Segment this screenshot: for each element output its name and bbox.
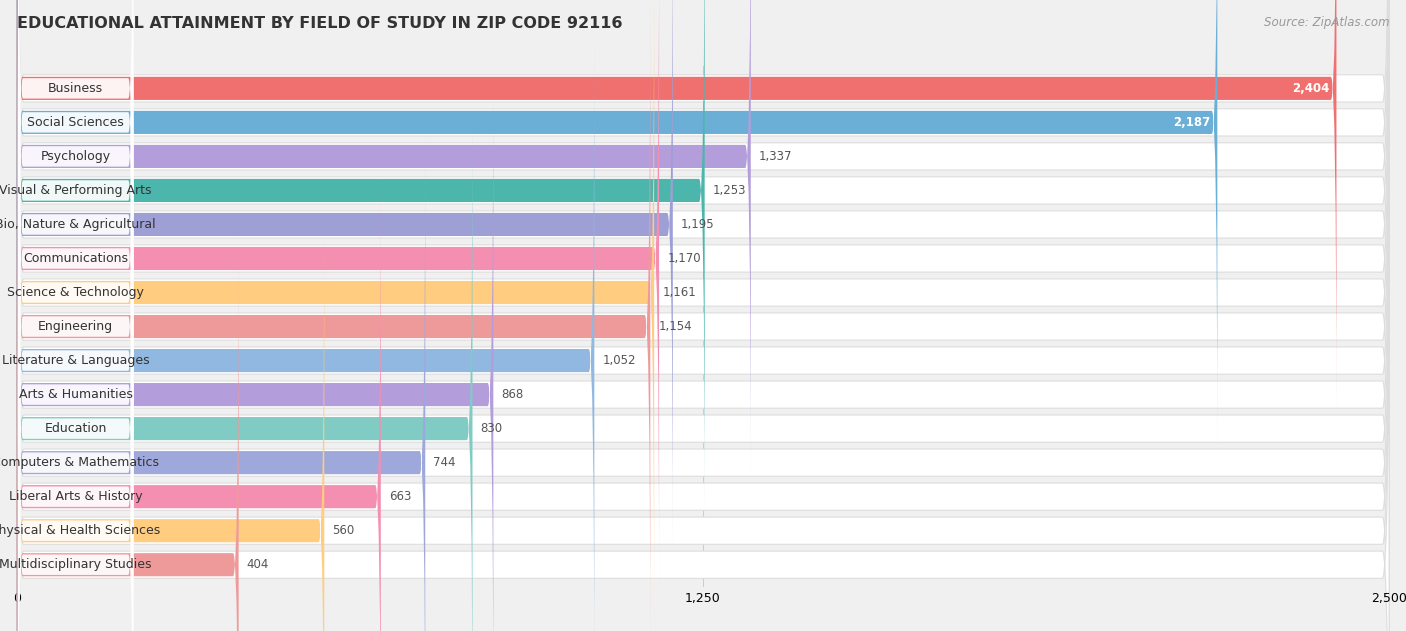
FancyBboxPatch shape (17, 0, 1389, 631)
FancyBboxPatch shape (17, 0, 751, 485)
FancyBboxPatch shape (17, 100, 472, 631)
FancyBboxPatch shape (17, 0, 1389, 551)
FancyBboxPatch shape (17, 0, 1389, 631)
FancyBboxPatch shape (17, 68, 1389, 631)
Text: 868: 868 (502, 388, 524, 401)
Text: 1,154: 1,154 (658, 320, 692, 333)
Text: Social Sciences: Social Sciences (27, 116, 124, 129)
Text: Education: Education (45, 422, 107, 435)
Text: EDUCATIONAL ATTAINMENT BY FIELD OF STUDY IN ZIP CODE 92116: EDUCATIONAL ATTAINMENT BY FIELD OF STUDY… (17, 16, 623, 31)
Text: 560: 560 (332, 524, 354, 537)
FancyBboxPatch shape (18, 64, 134, 631)
FancyBboxPatch shape (17, 0, 1389, 517)
FancyBboxPatch shape (18, 0, 134, 521)
FancyBboxPatch shape (17, 0, 1389, 585)
Text: Engineering: Engineering (38, 320, 112, 333)
Text: Literature & Languages: Literature & Languages (1, 354, 149, 367)
FancyBboxPatch shape (18, 98, 134, 631)
Text: Visual & Performing Arts: Visual & Performing Arts (0, 184, 152, 197)
FancyBboxPatch shape (18, 0, 134, 589)
FancyBboxPatch shape (17, 32, 595, 631)
Text: 404: 404 (247, 558, 269, 571)
Text: Liberal Arts & History: Liberal Arts & History (8, 490, 142, 503)
Text: Computers & Mathematics: Computers & Mathematics (0, 456, 159, 469)
Text: Communications: Communications (22, 252, 128, 265)
FancyBboxPatch shape (17, 66, 494, 631)
FancyBboxPatch shape (17, 0, 673, 553)
FancyBboxPatch shape (17, 0, 704, 519)
Text: 744: 744 (433, 456, 456, 469)
Text: Bio, Nature & Agricultural: Bio, Nature & Agricultural (0, 218, 156, 231)
FancyBboxPatch shape (18, 30, 134, 623)
Text: Arts & Humanities: Arts & Humanities (18, 388, 132, 401)
FancyBboxPatch shape (18, 269, 134, 631)
Text: 1,337: 1,337 (759, 150, 793, 163)
FancyBboxPatch shape (17, 0, 1389, 631)
FancyBboxPatch shape (18, 0, 134, 384)
FancyBboxPatch shape (18, 201, 134, 631)
FancyBboxPatch shape (17, 202, 325, 631)
Text: 2,404: 2,404 (1292, 82, 1330, 95)
FancyBboxPatch shape (18, 0, 134, 418)
FancyBboxPatch shape (17, 34, 1389, 631)
Text: 663: 663 (389, 490, 412, 503)
FancyBboxPatch shape (18, 167, 134, 631)
FancyBboxPatch shape (17, 170, 1389, 631)
FancyBboxPatch shape (18, 235, 134, 631)
FancyBboxPatch shape (17, 0, 1218, 451)
Text: Multidisciplinary Studies: Multidisciplinary Studies (0, 558, 152, 571)
FancyBboxPatch shape (17, 136, 1389, 631)
FancyBboxPatch shape (17, 0, 1389, 631)
FancyBboxPatch shape (17, 0, 651, 631)
FancyBboxPatch shape (17, 0, 1389, 631)
Text: Science & Technology: Science & Technology (7, 286, 143, 299)
Text: 830: 830 (481, 422, 503, 435)
Text: 1,170: 1,170 (668, 252, 702, 265)
Text: 1,052: 1,052 (603, 354, 636, 367)
FancyBboxPatch shape (17, 0, 659, 587)
FancyBboxPatch shape (18, 133, 134, 631)
FancyBboxPatch shape (17, 0, 1337, 417)
Text: 2,187: 2,187 (1174, 116, 1211, 129)
FancyBboxPatch shape (18, 0, 134, 555)
Text: Source: ZipAtlas.com: Source: ZipAtlas.com (1264, 16, 1389, 29)
Text: 1,195: 1,195 (681, 218, 714, 231)
Text: 1,253: 1,253 (713, 184, 747, 197)
Text: 1,161: 1,161 (662, 286, 696, 299)
FancyBboxPatch shape (17, 0, 654, 621)
FancyBboxPatch shape (17, 0, 1389, 619)
FancyBboxPatch shape (17, 0, 1389, 483)
Text: Psychology: Psychology (41, 150, 111, 163)
FancyBboxPatch shape (17, 236, 239, 631)
FancyBboxPatch shape (17, 134, 425, 631)
Text: Business: Business (48, 82, 103, 95)
FancyBboxPatch shape (18, 0, 134, 452)
Text: Physical & Health Sciences: Physical & Health Sciences (0, 524, 160, 537)
FancyBboxPatch shape (17, 102, 1389, 631)
FancyBboxPatch shape (17, 168, 381, 631)
FancyBboxPatch shape (18, 0, 134, 487)
